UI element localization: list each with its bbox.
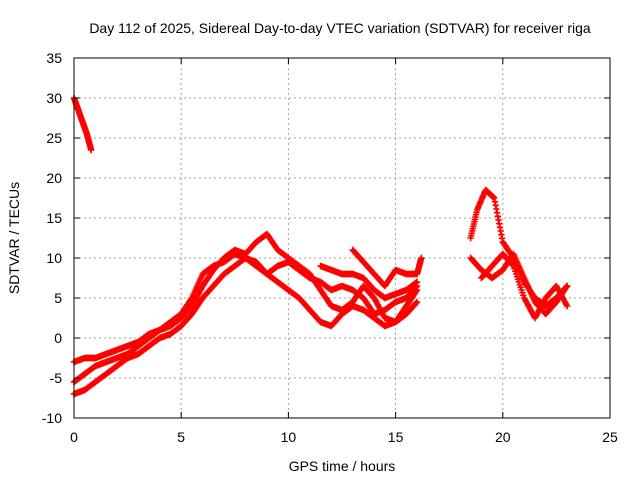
- chart-title: Day 112 of 2025, Sidereal Day-to-day VTE…: [89, 20, 591, 36]
- y-tick-label: 35: [46, 50, 62, 66]
- y-axis-label: SDTVAR / TECUs: [6, 182, 22, 294]
- y-tick-label: 0: [54, 330, 62, 346]
- data-point: [87, 146, 95, 154]
- plot-frame: [73, 57, 611, 419]
- y-tick-label: 5: [54, 290, 62, 306]
- series-arc-1: [70, 94, 95, 154]
- x-tick-label: 20: [495, 429, 511, 445]
- data-point: [412, 288, 420, 295]
- y-tick-label: 10: [46, 250, 62, 266]
- x-tick-label: 0: [70, 429, 78, 445]
- x-axis-label: GPS time / hours: [289, 458, 396, 474]
- data-point: [413, 298, 421, 306]
- y-tick-label: 15: [46, 210, 62, 226]
- data-point: [563, 284, 570, 291]
- x-tick-label: 15: [388, 429, 404, 445]
- data-point: [418, 254, 425, 262]
- series-arc-5: [317, 262, 421, 302]
- y-tick-label: 20: [46, 170, 62, 186]
- data-point: [563, 302, 571, 310]
- data-point: [413, 278, 421, 286]
- x-tick-label: 25: [602, 429, 618, 445]
- x-tick-label: 5: [177, 429, 185, 445]
- data-point: [509, 261, 516, 269]
- data-point: [412, 299, 420, 307]
- y-tick-label: 25: [46, 130, 62, 146]
- data-points: [70, 94, 571, 398]
- data-point: [413, 286, 421, 294]
- y-tick-label: -10: [42, 410, 62, 426]
- series-arc-6: [349, 246, 425, 290]
- y-tick-label: 30: [46, 90, 62, 106]
- data-point: [563, 282, 571, 290]
- series-arc-4: [70, 254, 421, 398]
- axis-ticks: 0 5 10 15 20 25 -10 -5 0 5 10 15 20 25 30 35: [42, 50, 618, 445]
- x-tick-label: 10: [281, 429, 297, 445]
- y-tick-label: -5: [50, 370, 63, 386]
- grid-lines: [74, 58, 610, 418]
- series-arc-9: [478, 250, 571, 322]
- series-arc-2: [70, 250, 421, 366]
